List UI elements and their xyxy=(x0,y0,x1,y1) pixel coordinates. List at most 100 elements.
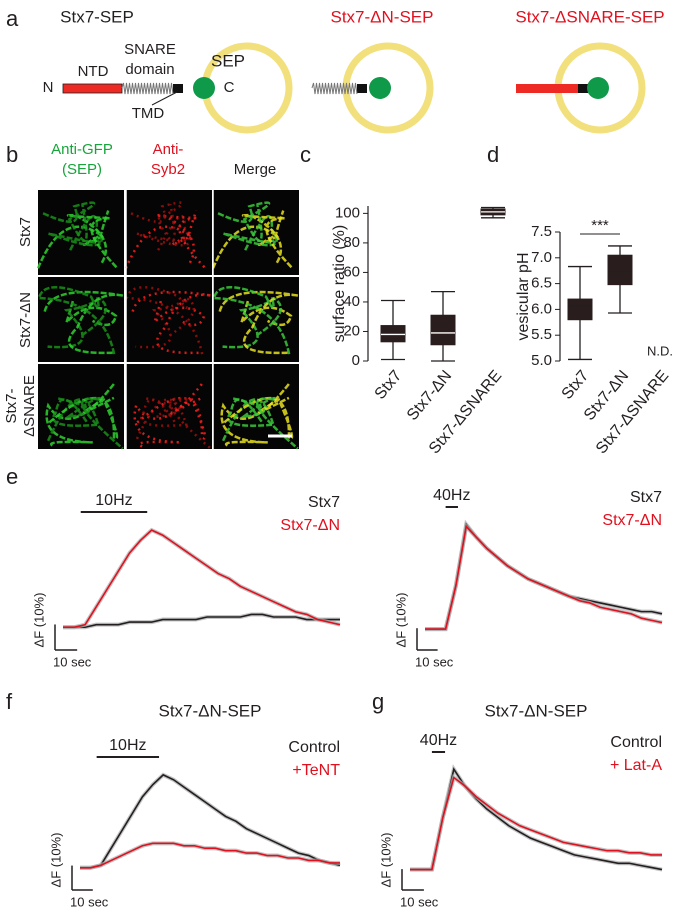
micrograph-signal xyxy=(133,383,212,450)
column-header: Anti-GFP xyxy=(51,141,113,158)
sep xyxy=(587,77,609,99)
snare-helix xyxy=(121,82,174,95)
panel-label: g xyxy=(372,689,384,714)
trace xyxy=(63,529,341,629)
scale-bar-y-label: ΔF (10%) xyxy=(393,593,408,648)
legend-entry: + Lat-A xyxy=(610,757,662,774)
row-header: Stx7-ΔN xyxy=(17,292,34,348)
signal xyxy=(218,290,299,355)
scale-bar-y-label: ΔF (10%) xyxy=(378,833,393,888)
column-header: Anti- xyxy=(153,141,184,158)
schematic-label: SEP xyxy=(211,51,245,70)
row-header: Stx7 xyxy=(17,217,34,247)
schematic-label: N xyxy=(43,79,54,96)
signal xyxy=(43,290,124,355)
x-tick-label: Stx7 xyxy=(559,367,593,403)
legend-entry: Control xyxy=(610,734,662,751)
schematic-label: NTD xyxy=(78,63,109,80)
panel-label: e xyxy=(6,464,18,489)
schematic-label: TMD xyxy=(132,105,165,122)
y-tick-label: 6.0 xyxy=(531,300,552,317)
trace-error xyxy=(410,764,663,872)
y-tick-label: 100 xyxy=(335,204,360,221)
micrograph-signal xyxy=(211,201,293,269)
signal xyxy=(131,290,212,355)
trace-error xyxy=(425,522,663,632)
sep xyxy=(193,77,215,99)
legend-entry: +TeNT xyxy=(292,762,340,779)
signal xyxy=(212,286,291,355)
snare-helix xyxy=(311,82,358,95)
stimulus-label: 40Hz xyxy=(433,487,470,504)
row-header: Stx7- xyxy=(3,388,20,423)
micrograph-signal xyxy=(37,286,124,355)
schematic-label: SNARE xyxy=(124,41,176,58)
signal xyxy=(47,296,108,349)
scale-bar-x-label: 10 sec xyxy=(415,654,454,669)
signal xyxy=(125,286,204,355)
legend-entry: Stx7-ΔN xyxy=(280,517,340,534)
signal xyxy=(48,396,119,440)
micrograph xyxy=(126,277,212,362)
y-tick-label: 40 xyxy=(343,293,360,310)
signal xyxy=(37,286,116,355)
y-tick-label: 5.5 xyxy=(531,326,552,343)
x-tick-label: Stx7-ΔSNARE xyxy=(593,367,672,457)
panel-label: b xyxy=(6,142,18,167)
construct-title: Stx7-ΔSNARE-SEP xyxy=(515,7,664,26)
box xyxy=(430,314,456,346)
signal xyxy=(223,215,278,251)
y-tick-label: 0 xyxy=(352,352,360,369)
panel-label: a xyxy=(6,6,19,31)
scale-bar-y-label: ΔF (10%) xyxy=(48,833,63,888)
construct-title: Stx7-SEP xyxy=(60,7,134,26)
chart-title: Stx7-ΔN-SEP xyxy=(159,701,262,720)
trace xyxy=(63,613,340,629)
scale-bar-x-label: 10 sec xyxy=(70,894,109,909)
tmd xyxy=(357,84,367,93)
box xyxy=(567,298,593,321)
schematic-label: C xyxy=(224,79,235,96)
scale-bar-x-label: 10 sec xyxy=(53,654,92,669)
tmd xyxy=(173,84,183,93)
y-tick-label: 6.5 xyxy=(531,275,552,292)
signal xyxy=(48,215,103,251)
y-tick-label: 7.5 xyxy=(531,223,552,240)
panel-label: d xyxy=(487,142,499,167)
box xyxy=(380,325,406,343)
trace xyxy=(410,767,663,871)
legend-entry: Stx7-ΔN xyxy=(602,512,662,529)
legend-entry: Control xyxy=(288,739,340,756)
tmd-pointer xyxy=(151,91,178,106)
not-determined: N.D. xyxy=(647,343,673,358)
legend-entry: Stx7 xyxy=(630,489,662,506)
micrograph-signal xyxy=(125,286,212,355)
ntd xyxy=(62,83,123,94)
y-tick-label: 80 xyxy=(343,234,360,251)
legend-entry: Stx7 xyxy=(308,494,340,511)
micrograph-signal xyxy=(45,383,124,450)
signal xyxy=(57,396,124,450)
schematic xyxy=(62,42,646,134)
trace xyxy=(80,842,340,869)
trace xyxy=(410,776,662,871)
significance: *** xyxy=(591,217,609,234)
y-axis-label: surface ratio (%) xyxy=(331,225,348,342)
column-header: (SEP) xyxy=(62,161,102,178)
signal xyxy=(222,296,283,349)
box xyxy=(607,254,633,286)
trace xyxy=(425,524,663,630)
signal xyxy=(220,383,290,448)
sep xyxy=(369,77,391,99)
y-tick-label: 20 xyxy=(343,322,360,339)
y-tick-label: 5.0 xyxy=(531,352,552,369)
micrograph-signal xyxy=(124,201,206,269)
y-tick-label: 7.0 xyxy=(531,249,552,266)
stimulus-label: 10Hz xyxy=(109,737,146,754)
y-tick-label: 60 xyxy=(343,263,360,280)
signal xyxy=(154,213,206,269)
construct-title: Stx7-ΔN-SEP xyxy=(331,7,434,26)
x-tick-label: Stx7-ΔN xyxy=(404,367,455,424)
signal xyxy=(232,396,299,450)
